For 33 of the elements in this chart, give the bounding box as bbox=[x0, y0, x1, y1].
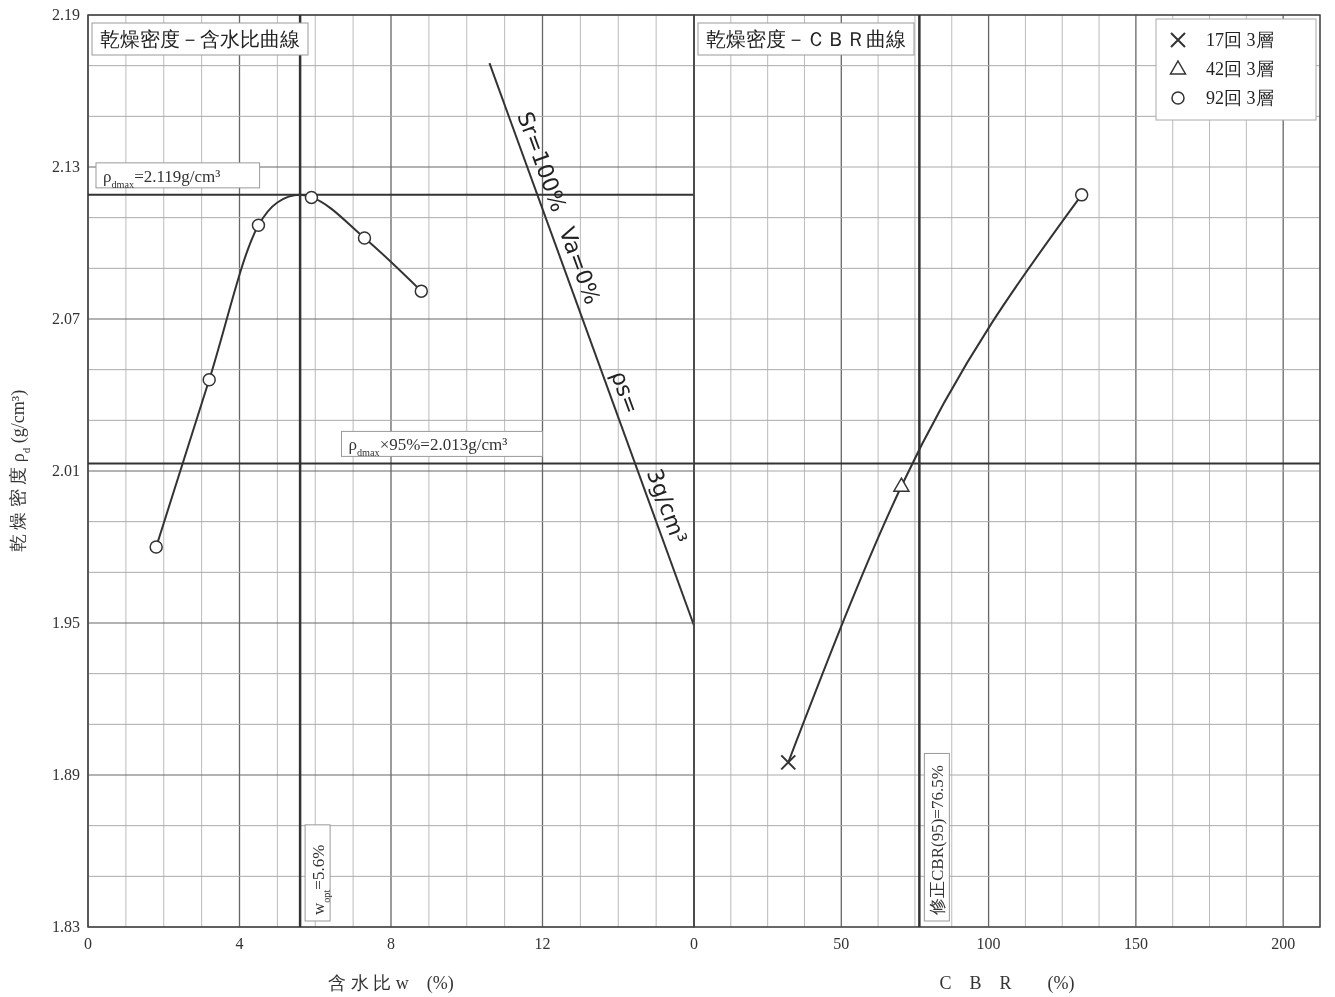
x-tick-label: 150 bbox=[1123, 935, 1148, 952]
x-tick-label: 0 bbox=[690, 935, 698, 952]
x-tick-label: 50 bbox=[833, 935, 850, 952]
x-axis-title: C B R (%) bbox=[939, 973, 1075, 994]
ref-line-label: 修正CBR(95)=76.5% bbox=[928, 765, 948, 915]
point bbox=[414, 284, 429, 298]
ref-line-label: ρ$_{dmax}$×95%=2.013g/cm³ bbox=[348, 435, 508, 458]
point bbox=[202, 373, 216, 387]
text: 乾燥密度－含水比曲線 bbox=[100, 28, 300, 50]
point bbox=[251, 218, 266, 233]
point bbox=[149, 540, 163, 554]
point bbox=[304, 190, 319, 205]
x-axis-title: 含 水 比 w (%) bbox=[328, 973, 454, 994]
text: 乾燥密度－ＣＢＲ曲線 bbox=[706, 28, 906, 50]
x-tick-label: 0 bbox=[84, 935, 92, 952]
y-tick-label: 2.13 bbox=[52, 158, 80, 175]
ref-line-label: ρ$_{dmax}$=2.119g/cm³ bbox=[103, 166, 221, 190]
point bbox=[357, 231, 372, 245]
x-tick-label: 12 bbox=[534, 935, 551, 952]
y-tick-label: 2.01 bbox=[52, 462, 80, 479]
y-tick-label: 1.95 bbox=[52, 614, 80, 631]
x-tick-label: 8 bbox=[387, 935, 395, 952]
legend-label: 42回 3層 bbox=[1206, 59, 1274, 79]
x-tick-label: 100 bbox=[976, 935, 1001, 952]
y-tick-label: 1.89 bbox=[52, 766, 80, 783]
x-tick-label: 4 bbox=[235, 935, 244, 952]
y-tick-label: 2.19 bbox=[52, 6, 80, 23]
x-tick-label: 200 bbox=[1271, 935, 1296, 952]
legend-label: 17回 3層 bbox=[1206, 30, 1274, 50]
legend-label: 92回 3層 bbox=[1206, 88, 1274, 108]
annotation: ρs= bbox=[606, 367, 645, 418]
y-tick-label: 2.07 bbox=[52, 310, 80, 327]
y-tick-label: 1.83 bbox=[52, 918, 80, 935]
